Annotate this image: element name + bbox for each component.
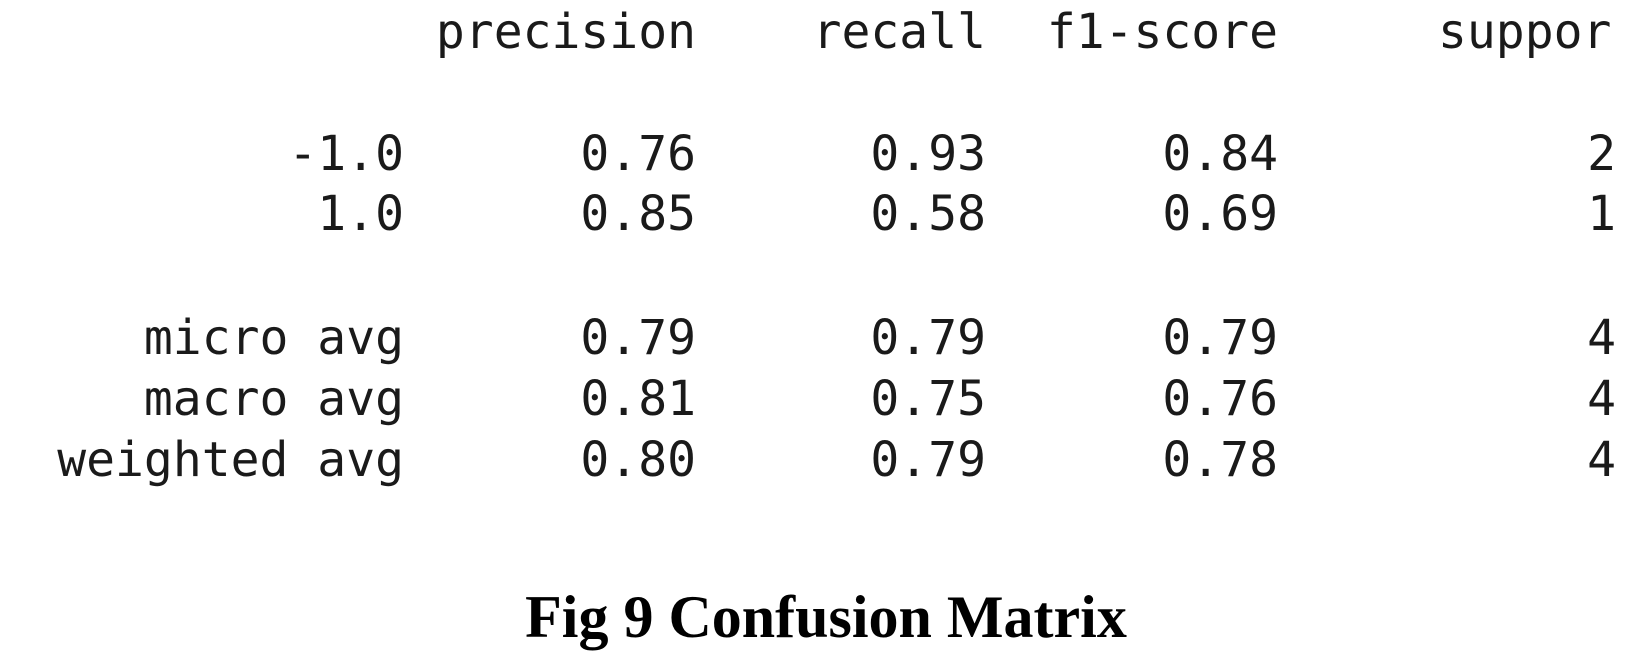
f1-value: 0.78 [1162, 432, 1278, 488]
f1-value: 0.69 [1162, 186, 1278, 242]
f1-value: 0.79 [1162, 310, 1278, 366]
precision-value: 0.81 [580, 371, 696, 427]
row-label: 1.0 [317, 186, 404, 242]
support-value: 2 [1587, 126, 1616, 182]
f1-value: 0.76 [1162, 371, 1278, 427]
header-precision: precision [435, 4, 696, 60]
row-label: micro avg [143, 310, 404, 366]
support-value: 4 [1587, 310, 1616, 366]
precision-value: 0.79 [580, 310, 696, 366]
recall-value: 0.58 [870, 186, 986, 242]
precision-value: 0.76 [580, 126, 696, 182]
support-value: 1 [1587, 186, 1616, 242]
support-value: 4 [1587, 371, 1616, 427]
classification-report: precision recall f1-score suppor -1.0 0.… [57, 4, 1616, 488]
f1-value: 0.84 [1162, 126, 1278, 182]
row-label: macro avg [143, 371, 404, 427]
precision-value: 0.80 [580, 432, 696, 488]
row-label: weighted avg [57, 432, 404, 488]
header-recall: recall [812, 4, 986, 60]
recall-value: 0.93 [870, 126, 986, 182]
recall-value: 0.79 [870, 432, 986, 488]
precision-value: 0.85 [580, 186, 696, 242]
recall-value: 0.75 [870, 371, 986, 427]
row-label: -1.0 [288, 126, 404, 182]
recall-value: 0.79 [870, 310, 986, 366]
header-f1-score: f1-score [1046, 4, 1278, 60]
support-value: 4 [1587, 432, 1616, 488]
figure-caption: Fig 9 Confusion Matrix [525, 584, 1127, 650]
header-support: suppor [1438, 4, 1612, 60]
